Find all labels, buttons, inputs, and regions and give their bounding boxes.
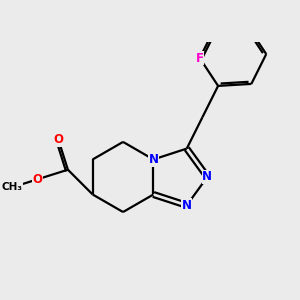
Text: O: O xyxy=(33,173,43,186)
Text: N: N xyxy=(148,153,158,166)
Text: O: O xyxy=(53,133,63,146)
Text: N: N xyxy=(202,170,212,184)
Text: N: N xyxy=(182,199,192,212)
Text: F: F xyxy=(196,52,204,64)
Text: CH₃: CH₃ xyxy=(2,182,23,192)
